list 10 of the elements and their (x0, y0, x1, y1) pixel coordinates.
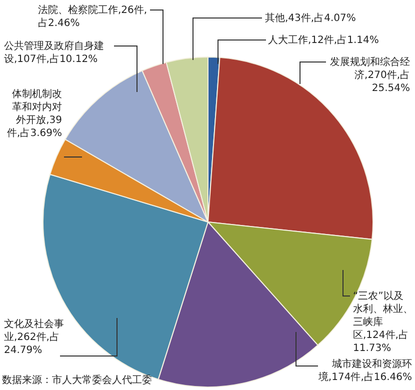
slice-label: 其他,43件,占4.07% (265, 12, 357, 25)
slice-label: 城市建设和资源环境,174件,占16.46% (317, 358, 412, 384)
slice-label: 发展规划和综合经济,270件,占25.54% (330, 56, 410, 95)
slice-label: 体制机制改革和对内对外开放,39件,占3.69% (6, 88, 62, 140)
slice-label: 文化及社会事业,262件,占24.79% (4, 318, 65, 357)
slice-label: 公共管理及政府自身建设,107件,占10.12% (4, 40, 105, 66)
slice-label: 人大工作,12件,占1.14% (268, 34, 380, 47)
source-note: 数据来源：市人大常委会人代工委 (2, 374, 152, 387)
slice-label: 法院、检察院工作,26件,占2.46% (38, 4, 148, 30)
slice-label: “三农”以及水利、林业、三峡库区,124件,占11.73% (353, 290, 413, 355)
